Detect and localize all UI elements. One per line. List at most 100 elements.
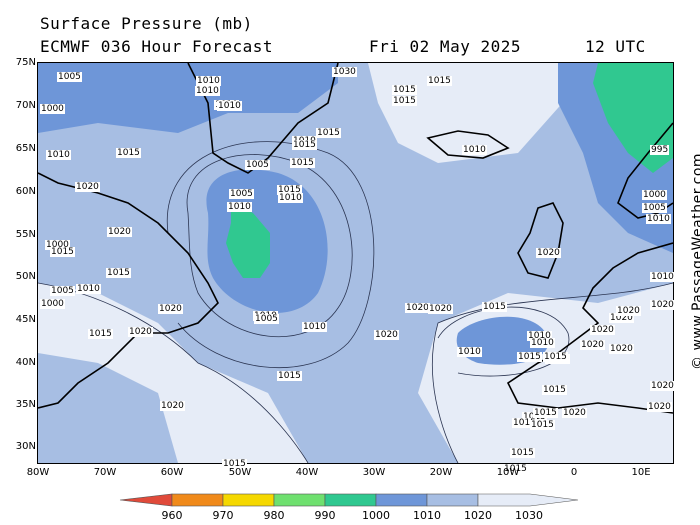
- lon-label: 60W: [160, 467, 184, 478]
- isobar-label: 1010: [196, 76, 221, 86]
- coast-british-isles: [517, 202, 564, 279]
- isobar-label: 1015: [222, 459, 247, 469]
- forecast-time: 12 UTC: [585, 37, 646, 56]
- colorbar-segment: [324, 493, 377, 507]
- lon-label: 50W: [228, 467, 252, 478]
- map-title: Surface Pressure (mb): [40, 14, 253, 33]
- isobar-1015: [166, 141, 375, 369]
- isobar-label: 1020: [616, 306, 641, 316]
- isobar-label: 1015: [533, 408, 558, 418]
- isobar-label: 1015: [50, 247, 75, 257]
- isobar-label: 1020: [562, 408, 587, 418]
- isobar-label: 1020: [405, 303, 430, 313]
- colorbar-tick: 1020: [464, 509, 492, 522]
- isobar-label: 1020: [647, 402, 672, 412]
- isobar-label: 1015: [542, 385, 567, 395]
- lon-label: 80W: [26, 467, 50, 478]
- isobar-label: 995: [650, 145, 670, 155]
- isobar-label: 1015: [290, 158, 315, 168]
- isobar-label: 1010: [462, 145, 487, 155]
- lat-label: 60N: [15, 186, 36, 197]
- pressure-field: [38, 63, 673, 463]
- band-1010-1020: [38, 63, 673, 463]
- isobar-label: 1015: [88, 329, 113, 339]
- lat-label: 65N: [15, 143, 36, 154]
- isobar-label: 1010: [646, 214, 671, 224]
- lat-label: 50N: [15, 271, 36, 282]
- lat-label: 55N: [15, 229, 36, 240]
- isobar-label: 1005: [642, 203, 667, 213]
- isobar-label: 1015: [482, 302, 507, 312]
- lat-label: 45N: [15, 314, 36, 325]
- isobar-label: 1015: [503, 464, 528, 474]
- isobar-1020-east: [432, 282, 673, 463]
- isobar-label: 1010: [278, 193, 303, 203]
- isobar-label: 1015: [116, 148, 141, 158]
- isobar-label: 1005: [245, 160, 270, 170]
- isobar-label: 1015: [392, 96, 417, 106]
- isobar-label: 1020: [107, 227, 132, 237]
- colorbar-tick: 1010: [413, 509, 441, 522]
- colorbar-segment: [273, 493, 326, 507]
- isobar-label: 1020: [650, 300, 675, 310]
- isobar-label: 1000: [45, 240, 70, 250]
- isobar-label: 1020: [650, 381, 675, 391]
- lat-label: 35N: [15, 399, 36, 410]
- lat-label: 30N: [15, 441, 36, 452]
- isobar-label: 1020: [580, 340, 605, 350]
- isobar-label: 1020: [590, 325, 615, 335]
- forecast-model: ECMWF 036 Hour Forecast: [40, 37, 274, 56]
- isobar-label: 1015: [427, 76, 452, 86]
- isobar-label: 1020: [609, 344, 634, 354]
- lon-label: 10E: [631, 467, 651, 478]
- isobar-1020: [38, 282, 309, 463]
- isobar-label: 1020: [536, 248, 561, 258]
- isobar-label: 1020: [158, 304, 183, 314]
- isobar-label: 1015: [510, 448, 535, 458]
- isobar-label: 1020: [428, 304, 453, 314]
- isobar-label: 1005: [57, 72, 82, 82]
- isobar-1015-iberia: [437, 306, 570, 377]
- isobar-label: 1010: [650, 272, 675, 282]
- isobar-label: 1015: [277, 371, 302, 381]
- colorbar-tick: 980: [263, 509, 285, 522]
- colorbar-segment: [222, 493, 275, 507]
- coast-north-america: [38, 172, 219, 409]
- coast-greenland: [187, 63, 339, 174]
- isobar-label: 1020: [128, 327, 153, 337]
- lon-label: 40W: [295, 467, 319, 478]
- isobar-1010: [186, 154, 353, 338]
- colorbar-segment: [171, 493, 224, 507]
- isobar-label: 1020: [609, 313, 634, 323]
- isobar-label: 1020: [374, 330, 399, 340]
- isobar-label: 1015: [277, 185, 302, 195]
- isobar-label: 1020: [75, 182, 100, 192]
- isobar-label: 1010: [217, 101, 242, 111]
- lon-label: 30W: [362, 467, 386, 478]
- colorbar-arrow-left: [119, 493, 173, 507]
- lon-label: 0: [570, 467, 578, 478]
- coast-scandinavia: [617, 122, 673, 219]
- isobar-label: 1030: [332, 67, 357, 77]
- isobar-label: 1015: [292, 140, 317, 150]
- isobar-label: 1000: [40, 299, 65, 309]
- isobar-label: 1010: [302, 322, 327, 332]
- band-1000-1010-north: [38, 63, 338, 133]
- isobar-label: 1010: [195, 86, 220, 96]
- colorbar-tick: 970: [212, 509, 234, 522]
- isobar-label: 1015: [106, 268, 131, 278]
- colorbar-tick: 1030: [515, 509, 543, 522]
- isobar-label: 1010: [227, 202, 252, 212]
- colorbar-segment: [426, 493, 479, 507]
- isobar-label: 1000: [40, 104, 65, 114]
- isobar-label: 1015: [543, 352, 568, 362]
- isobar-label: 1015: [530, 420, 555, 430]
- colorbar-segment: [375, 493, 428, 507]
- colorbar-arrow-right: [477, 493, 579, 507]
- isobar-label: 1010: [530, 338, 555, 348]
- lon-label: 70W: [93, 467, 117, 478]
- pressure-map: [37, 62, 674, 464]
- isobar-label: 1010: [457, 347, 482, 357]
- colorbar-tick: 990: [314, 509, 336, 522]
- lon-label: 10W: [496, 467, 520, 478]
